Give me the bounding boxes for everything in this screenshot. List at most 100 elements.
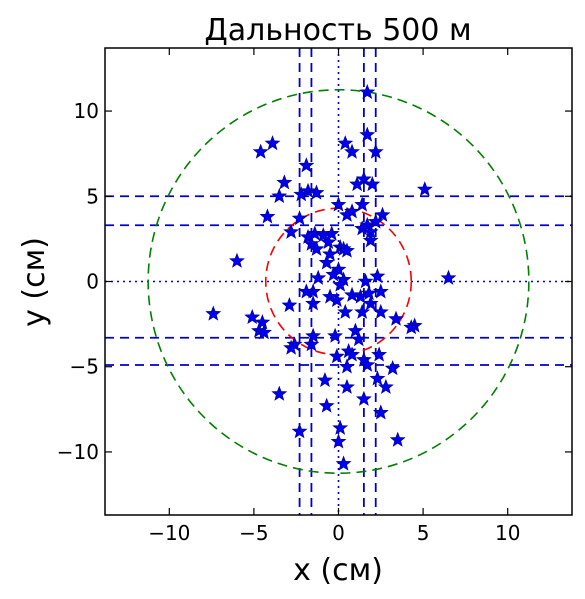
data-point-star	[362, 295, 379, 311]
data-point-star	[361, 285, 377, 301]
x-tick-label: 0	[332, 521, 345, 545]
data-point-star	[298, 157, 315, 173]
data-point-star	[371, 346, 388, 362]
data-point-star	[322, 245, 338, 261]
data-point-star	[254, 314, 271, 330]
data-point-star	[310, 269, 327, 285]
data-point-star	[281, 297, 298, 313]
data-point-star	[308, 184, 325, 200]
y-tick-label: 0	[86, 270, 99, 294]
data-point-star	[389, 431, 406, 447]
data-point-star	[372, 283, 389, 299]
data-point-star	[291, 210, 308, 226]
data-point-star	[283, 339, 300, 355]
data-point-star	[339, 358, 355, 374]
data-point-star	[305, 327, 322, 343]
data-point-star	[367, 213, 384, 229]
y-axis-label: y (см)	[17, 237, 52, 327]
data-point-star	[293, 186, 310, 202]
data-point-star	[318, 397, 335, 413]
data-point-star	[325, 266, 342, 282]
data-point-star	[369, 268, 386, 284]
data-point-star	[205, 305, 222, 321]
data-point-star	[276, 174, 293, 190]
data-point-star	[259, 208, 276, 224]
x-tick-label: −5	[239, 521, 268, 545]
data-point-star	[330, 433, 347, 449]
data-point-star	[303, 336, 320, 352]
x-tick-label: 10	[495, 521, 520, 545]
data-point-star	[344, 143, 360, 159]
y-tick-label: 5	[86, 184, 99, 208]
data-point-star	[350, 331, 367, 347]
data-point-star	[337, 135, 354, 151]
data-point-star	[308, 240, 325, 256]
y-tick-label: 10	[74, 99, 99, 123]
data-point-star	[328, 348, 345, 364]
data-point-star	[229, 252, 245, 268]
plot-area	[105, 48, 572, 515]
data-point-star	[344, 286, 360, 302]
data-point-star	[283, 223, 300, 239]
data-point-star	[372, 303, 389, 319]
data-point-star	[354, 220, 371, 236]
data-point-star	[271, 385, 288, 401]
data-point-star	[354, 196, 371, 212]
data-point-star	[359, 356, 376, 372]
data-point-star	[256, 324, 272, 340]
data-point-star	[327, 327, 344, 343]
data-point-star	[369, 370, 386, 386]
data-point-star	[357, 273, 374, 289]
data-point-star	[403, 319, 420, 335]
data-point-star	[322, 288, 338, 304]
data-point-star	[374, 206, 391, 222]
data-point-star	[337, 303, 354, 319]
y-tick-label: −5	[70, 355, 99, 379]
axis-ticks: −10 −5 0 5 10 −10 −5 0 5 10	[57, 48, 572, 545]
data-point-star	[335, 455, 352, 471]
data-point-star	[300, 182, 316, 198]
data-point-star	[347, 322, 364, 338]
data-point-star	[354, 303, 371, 319]
data-point-star	[362, 232, 379, 248]
data-point-star	[364, 176, 381, 192]
data-point-star	[264, 135, 281, 151]
data-point-star	[355, 390, 372, 406]
data-point-star	[359, 126, 376, 142]
data-point-star	[372, 404, 389, 420]
data-point-star	[416, 181, 433, 197]
data-point-star	[271, 187, 288, 204]
data-point-star	[440, 269, 457, 285]
data-point-star	[291, 423, 308, 439]
data-point-star	[332, 419, 349, 435]
data-point-star	[349, 176, 366, 192]
data-point-star	[305, 295, 322, 311]
data-point-star	[306, 225, 323, 241]
x-tick-label: −10	[148, 521, 190, 545]
x-tick-label: 5	[417, 521, 430, 545]
data-point-star	[323, 225, 340, 241]
data-point-star	[359, 83, 376, 100]
data-point-star	[298, 283, 315, 299]
data-point-star	[367, 143, 384, 159]
data-point-star	[384, 360, 401, 376]
data-point-star	[339, 206, 355, 222]
data-point-star	[339, 242, 355, 258]
data-point-star	[317, 372, 333, 388]
data-point-star	[339, 378, 355, 394]
data-point-star	[244, 308, 261, 325]
outer-circle	[147, 88, 530, 475]
data-point-star	[320, 233, 337, 250]
data-point-star	[328, 291, 345, 307]
data-point-star	[318, 254, 335, 270]
data-point-star	[388, 310, 404, 326]
data-point-star	[344, 346, 360, 362]
x-axis-label: x (см)	[293, 553, 383, 588]
data-point-star	[252, 143, 269, 159]
data-point-star	[332, 276, 349, 292]
y-tick-label: −10	[57, 440, 99, 464]
chart-title: Дальность 500 м	[204, 13, 471, 48]
data-point-star	[377, 378, 394, 394]
data-point-star	[330, 196, 347, 212]
